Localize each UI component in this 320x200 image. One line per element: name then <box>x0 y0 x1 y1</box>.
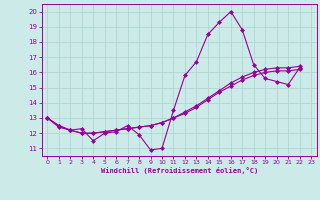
X-axis label: Windchill (Refroidissement éolien,°C): Windchill (Refroidissement éolien,°C) <box>100 167 258 174</box>
